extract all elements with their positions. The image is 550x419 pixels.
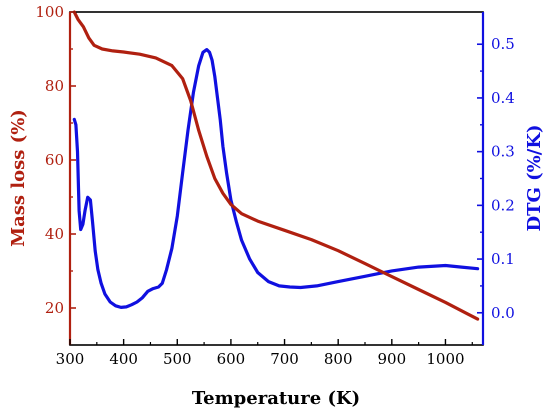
right-tick-label: 0.2 [491,196,515,214]
x-tick-label: 800 [324,350,353,368]
right-tick-label: 0.5 [491,35,515,53]
left-tick-label: 100 [35,3,64,21]
x-tick-label: 500 [163,350,192,368]
plot-frame [69,11,484,346]
left-tick-label: 20 [45,299,64,317]
right-tick-label: 0.4 [491,89,515,107]
left-tick-label: 80 [45,77,64,95]
x-axis-title: Temperature (K) [192,388,360,409]
mass-loss-series-line [72,10,480,321]
right-tick-label: 0.1 [491,250,515,268]
left-axis-title: Mass loss (%) [8,109,29,247]
dtg-series-line [72,48,480,309]
x-tick-label: 1000 [426,350,464,368]
x-tick-label: 900 [377,350,406,368]
left-tick-label: 40 [45,225,64,243]
x-tick-label: 600 [217,350,246,368]
right-tick-label: 0.3 [491,143,515,161]
x-tick-label: 300 [56,350,85,368]
left-tick-label: 60 [45,151,64,169]
right-tick-label: 0.0 [491,304,515,322]
x-tick-label: 400 [109,350,138,368]
right-axis-title: DTG (%/K) [524,125,545,232]
x-tick-label: 700 [270,350,299,368]
